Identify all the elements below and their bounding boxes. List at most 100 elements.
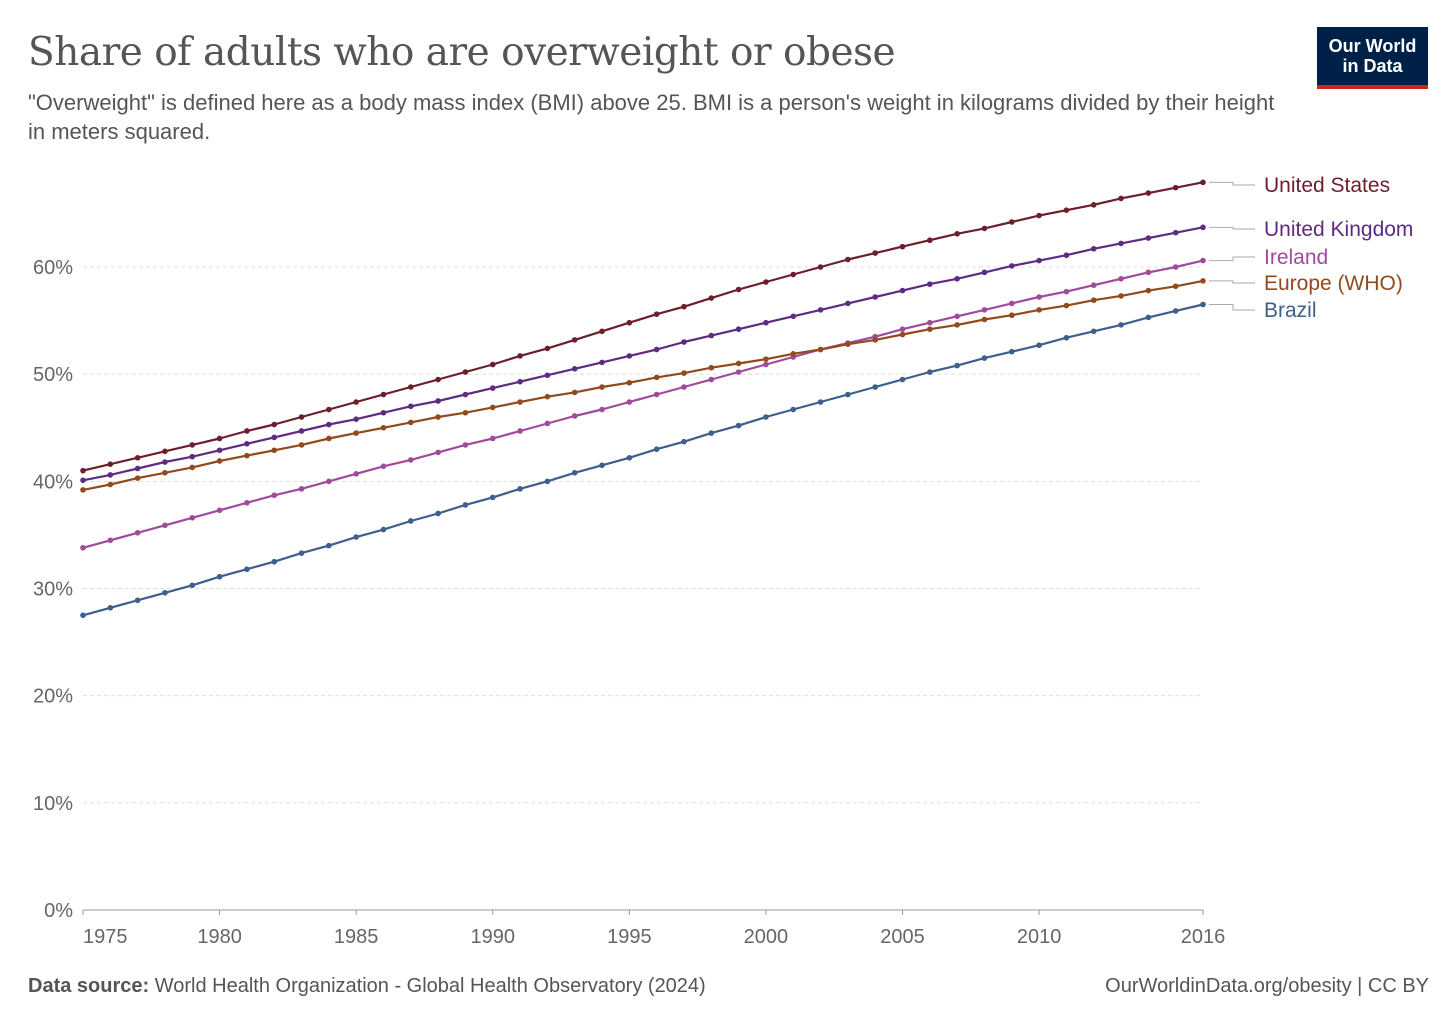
data-point[interactable] [681,370,687,376]
data-point[interactable] [1118,322,1124,328]
data-point[interactable] [353,430,359,436]
data-point[interactable] [1063,207,1070,214]
data-point[interactable] [489,404,496,411]
data-point[interactable] [653,374,660,381]
data-point[interactable] [1200,179,1206,186]
data-point[interactable] [326,406,332,413]
data-point[interactable] [899,331,906,338]
data-point[interactable] [107,461,114,467]
data-point[interactable] [517,378,523,385]
source-url-link[interactable]: OurWorldinData.org/obesity [1105,975,1352,997]
data-point[interactable] [271,558,278,565]
data-point[interactable] [435,414,441,420]
data-point[interactable] [517,428,523,434]
data-point[interactable] [326,421,332,428]
data-point[interactable] [489,361,496,368]
data-point[interactable] [435,398,441,404]
data-point[interactable] [845,341,851,347]
data-point[interactable] [326,435,332,442]
data-point[interactable] [544,393,551,400]
data-point[interactable] [899,287,906,294]
data-point[interactable] [189,442,196,448]
data-point[interactable] [1063,288,1070,295]
data-point[interactable] [216,573,223,580]
data-point[interactable] [845,256,851,263]
data-point[interactable] [954,362,960,369]
data-point[interactable] [408,419,414,426]
data-point[interactable] [380,463,387,470]
data-point[interactable] [981,225,988,232]
data-point[interactable] [134,454,141,461]
data-point[interactable] [735,422,742,429]
data-point[interactable] [681,384,687,390]
series-label[interactable]: Europe (WHO) [1264,272,1403,295]
data-point[interactable] [899,376,906,383]
data-point[interactable] [216,435,223,442]
data-point[interactable] [1200,301,1206,308]
data-point[interactable] [1090,282,1097,289]
data-point[interactable] [216,507,223,514]
data-point[interactable] [80,467,86,474]
data-point[interactable] [1172,184,1179,191]
data-point[interactable] [517,399,523,405]
data-point[interactable] [899,326,906,332]
data-point[interactable] [626,353,633,359]
data-point[interactable] [244,441,250,447]
data-point[interactable] [599,384,605,390]
data-point[interactable] [462,502,469,508]
data-point[interactable] [571,366,578,372]
data-point[interactable] [1036,342,1042,349]
data-point[interactable] [271,447,278,454]
data-point[interactable] [107,481,114,488]
data-point[interactable] [817,307,824,313]
data-point[interactable] [326,478,332,485]
data-point[interactable] [80,544,86,551]
data-point[interactable] [1090,245,1097,252]
data-point[interactable] [1063,302,1070,309]
data-point[interactable] [981,307,988,313]
data-point[interactable] [872,384,878,390]
data-point[interactable] [571,337,578,343]
data-point[interactable] [927,326,933,332]
data-point[interactable] [708,430,715,436]
data-point[interactable] [1008,348,1015,355]
data-point[interactable] [353,534,359,540]
data-point[interactable] [845,391,851,398]
data-point[interactable] [708,376,715,383]
data-point[interactable] [681,438,687,445]
data-point[interactable] [626,454,633,461]
data-point[interactable] [708,332,715,339]
data-point[interactable] [681,303,687,310]
data-point[interactable] [489,435,496,442]
data-point[interactable] [790,406,797,413]
data-point[interactable] [1118,275,1124,282]
data-point[interactable] [927,319,933,326]
data-point[interactable] [271,434,278,441]
data-point[interactable] [134,597,141,604]
data-point[interactable] [653,346,660,353]
data-point[interactable] [298,442,305,448]
data-point[interactable] [462,391,469,398]
data-point[interactable] [763,361,769,368]
data-point[interactable] [571,389,578,396]
data-point[interactable] [790,271,797,278]
data-point[interactable] [189,453,196,460]
data-point[interactable] [326,542,332,549]
data-point[interactable] [134,465,141,472]
data-point[interactable] [872,250,878,256]
series-line[interactable] [82,259,1204,549]
data-point[interactable] [1008,312,1015,319]
data-point[interactable] [462,442,469,448]
data-point[interactable] [790,313,797,320]
data-point[interactable] [244,428,250,434]
data-point[interactable] [817,346,824,353]
data-point[interactable] [735,286,742,293]
data-point[interactable] [1172,264,1179,270]
data-point[interactable] [735,326,742,332]
data-point[interactable] [189,464,196,471]
data-point[interactable] [1145,287,1152,294]
data-point[interactable] [653,311,660,317]
data-point[interactable] [763,356,769,362]
data-point[interactable] [681,339,687,345]
data-point[interactable] [1008,300,1015,307]
